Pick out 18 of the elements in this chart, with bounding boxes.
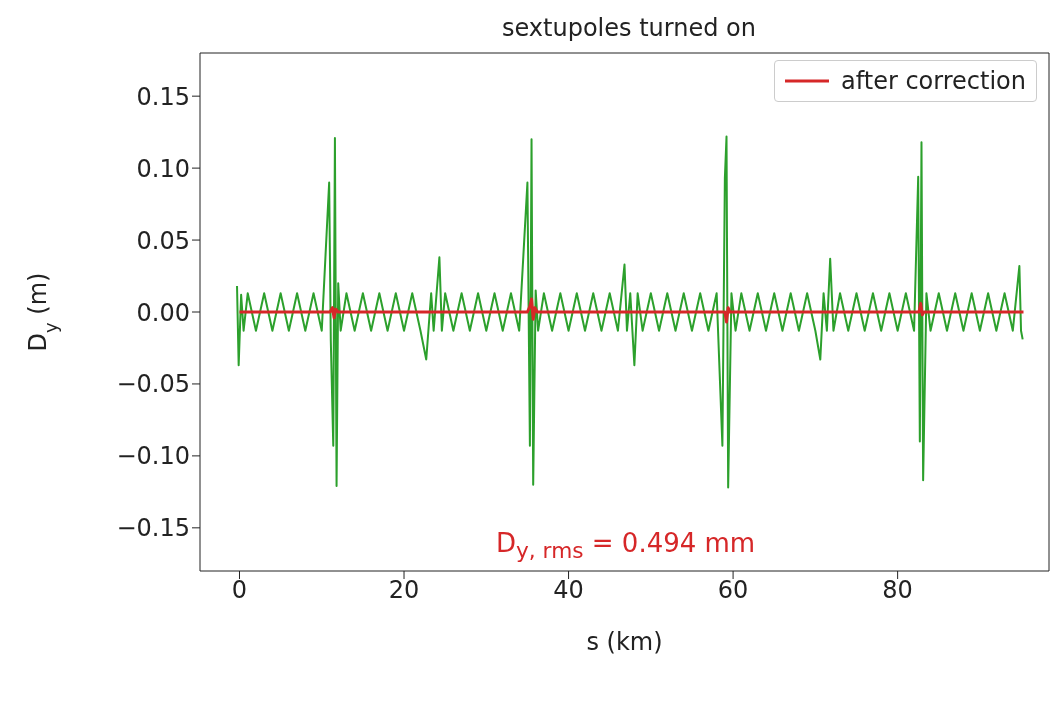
y-tick-label: 0.00	[136, 298, 190, 327]
line-series	[237, 297, 1025, 324]
y-tick-label: 0.05	[136, 226, 190, 255]
y-tick-label: −0.15	[116, 514, 190, 543]
chart-title: sextupoles turned on	[501, 14, 757, 42]
line-series	[236, 135, 1024, 489]
x-tick-label: 80	[882, 576, 913, 605]
y-tick-label: −0.05	[116, 370, 190, 399]
x-tick-label: 40	[553, 576, 584, 605]
y-tick-label: −0.10	[116, 442, 190, 471]
x-axis-title: s (km)	[586, 628, 663, 656]
legend-label: after correction	[840, 67, 1026, 95]
x-tick-label: 0	[231, 576, 248, 605]
y-tick-label: 0.10	[136, 154, 190, 183]
x-tick-label: 60	[717, 576, 749, 605]
annotation: D$_{y, rms}$ = 0.494 mm	[496, 528, 756, 564]
y-tick-label: 0.15	[136, 82, 190, 111]
x-tick-label: 20	[388, 576, 420, 605]
